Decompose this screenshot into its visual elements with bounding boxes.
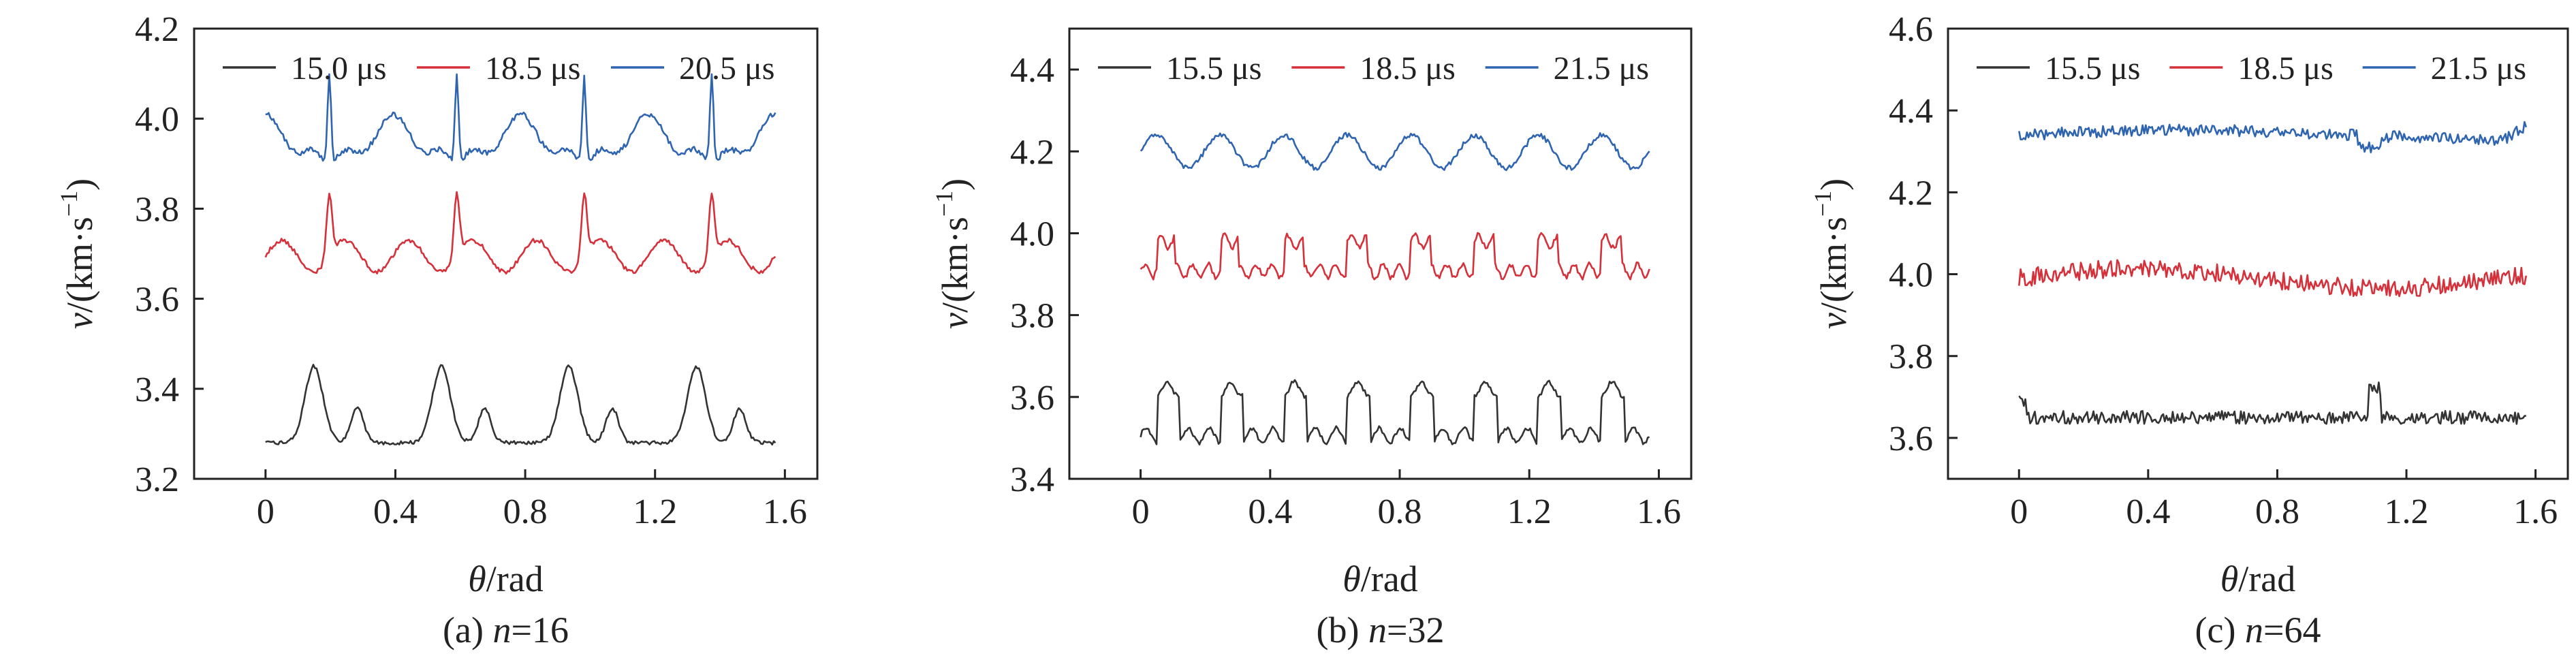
y-tick-label: 3.8 xyxy=(135,190,179,229)
series-line-1 xyxy=(1140,232,1650,281)
x-tick-label: 1.2 xyxy=(633,492,677,531)
x-axis-label: θ/rad xyxy=(1342,559,1417,599)
x-tick-label: 0 xyxy=(1132,492,1150,531)
x-tick-label: 0 xyxy=(257,492,274,531)
y-tick-label: 3.6 xyxy=(135,281,179,319)
legend-label: 18.5 μs xyxy=(2237,50,2333,87)
plot-frame xyxy=(1068,27,1693,480)
x-tick-label: 1.6 xyxy=(1637,492,1681,531)
legend-label: 15.5 μs xyxy=(1166,50,1261,87)
series-line-0 xyxy=(2018,381,2526,425)
series-line-2 xyxy=(265,73,776,162)
y-tick-label: 4.2 xyxy=(1010,133,1054,172)
y-tick-label: 4.0 xyxy=(1889,256,1933,295)
y-axis-label: v/(km·s−1) xyxy=(930,178,975,329)
y-tick-label: 3.4 xyxy=(1010,460,1054,499)
x-tick-label: 0.4 xyxy=(373,492,418,531)
x-tick-label: 0.8 xyxy=(1378,492,1422,531)
y-tick-label: 3.6 xyxy=(1889,420,1933,458)
legend-label: 21.5 μs xyxy=(1554,50,1649,87)
series-line-1 xyxy=(264,191,776,274)
panel-caption: (a) n=16 xyxy=(443,610,569,650)
y-tick-label: 4.2 xyxy=(135,10,179,49)
y-tick-label: 4.6 xyxy=(1889,10,1933,49)
legend-label: 15.5 μs xyxy=(2045,50,2140,87)
x-tick-label: 0.8 xyxy=(2255,492,2299,531)
y-tick-label: 4.0 xyxy=(1010,215,1054,253)
legend-label: 20.5 μs xyxy=(679,50,774,87)
chart-panel: 0 0.4 0.8 1.2 1.6 3.6 3.8 4.0 4.2 4.4 4.6 15.5 μs 18… xyxy=(1809,10,2569,650)
y-tick-label: 3.8 xyxy=(1889,338,1933,377)
x-tick-label: 1.2 xyxy=(2385,492,2429,531)
series-line-0 xyxy=(265,364,776,445)
y-tick-label: 3.8 xyxy=(1010,297,1054,336)
x-axis-label: θ/rad xyxy=(468,559,543,599)
x-tick-label: 0 xyxy=(2010,492,2028,531)
chart-panel: 0 0.4 0.8 1.2 1.6 3.4 3.6 3.8 4.0 4.2 4.4 15.5 μs 18… xyxy=(930,27,1693,650)
chart-panel: 0 0.4 0.8 1.2 1.6 3.2 3.4 3.6 3.8 4.0 4.2 15.0 μs 18… xyxy=(55,10,819,650)
x-tick-label: 0.4 xyxy=(1248,492,1292,531)
plot-frame xyxy=(193,27,819,480)
x-tick-label: 0.8 xyxy=(503,492,548,531)
x-axis-label: θ/rad xyxy=(2220,559,2295,599)
legend-label: 21.5 μs xyxy=(2431,50,2526,87)
y-tick-label: 3.4 xyxy=(135,371,179,409)
x-tick-label: 1.6 xyxy=(763,492,807,531)
x-tick-label: 0.4 xyxy=(2126,492,2170,531)
legend-label: 15.0 μs xyxy=(291,50,386,87)
y-tick-label: 4.2 xyxy=(1889,174,1933,213)
series-line-2 xyxy=(2018,121,2528,154)
panel-caption: (c) n=64 xyxy=(2195,610,2321,650)
y-tick-label: 3.2 xyxy=(135,460,179,499)
y-tick-label: 4.4 xyxy=(1010,51,1054,90)
legend-label: 18.5 μs xyxy=(485,50,580,87)
y-axis-label: v/(km·s−1) xyxy=(55,178,100,329)
x-tick-label: 1.2 xyxy=(1507,492,1552,531)
y-tick-label: 3.6 xyxy=(1010,379,1054,418)
series-line-2 xyxy=(1140,131,1650,172)
series-line-0 xyxy=(1140,379,1650,445)
plot-frame xyxy=(1947,27,2569,480)
y-axis-label: v/(km·s−1) xyxy=(1809,178,1854,329)
y-tick-label: 4.0 xyxy=(135,100,179,139)
panel-caption: (b) n=32 xyxy=(1317,610,1445,650)
series-line-1 xyxy=(2018,259,2528,298)
x-tick-label: 1.6 xyxy=(2513,492,2558,531)
y-tick-label: 4.4 xyxy=(1889,92,1933,131)
legend-label: 18.5 μs xyxy=(1360,50,1455,87)
